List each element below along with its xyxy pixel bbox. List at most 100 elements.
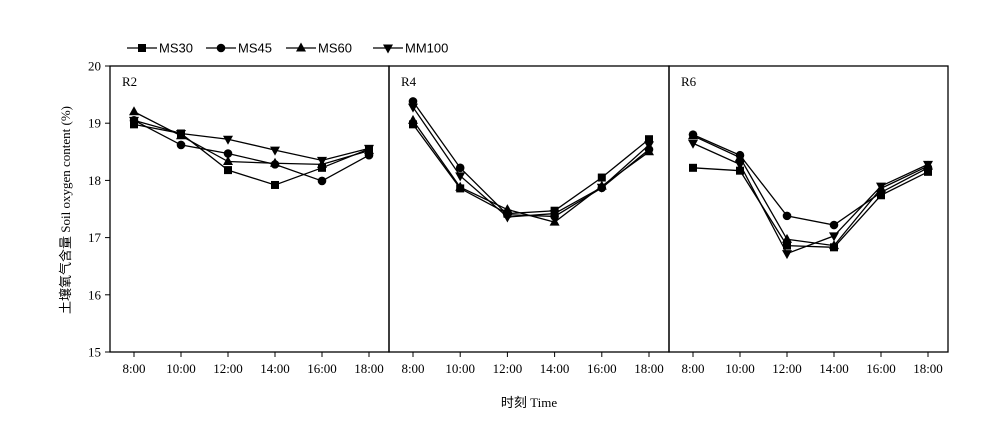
series-ms30 <box>409 120 653 218</box>
data-point <box>782 250 792 260</box>
series-line <box>412 119 650 223</box>
x-tick-label: 12:00 <box>493 361 523 376</box>
panel-label: R6 <box>681 74 697 89</box>
panel-r4: R4 8:00 10:00 12:00 14:00 16:00 18:00 <box>388 65 670 376</box>
series-line <box>692 142 929 255</box>
data-point <box>688 130 698 140</box>
series-line <box>692 135 929 247</box>
panel-r2: R2 8:00 10:00 12:00 14:00 16:00 18:00 15 16 17 18 1… <box>88 59 390 376</box>
series-line <box>133 123 370 186</box>
series-mm100 <box>129 116 374 166</box>
data-point <box>549 210 560 220</box>
data-point <box>223 149 233 158</box>
series-mm100 <box>688 139 933 260</box>
legend-marker <box>296 42 306 52</box>
data-point <box>597 173 606 182</box>
data-point <box>735 160 745 170</box>
panel-frame <box>109 65 390 353</box>
data-point <box>829 220 839 230</box>
data-point <box>688 139 698 149</box>
legend-label: MS60 <box>318 41 352 56</box>
data-point <box>317 156 327 166</box>
legend-item-ms30: MS30 <box>127 41 193 56</box>
data-point <box>923 160 933 170</box>
series-line <box>692 167 929 248</box>
data-point <box>409 120 417 129</box>
data-point <box>689 163 697 172</box>
x-axis-title: 时刻 Time <box>501 395 557 410</box>
series-line <box>692 134 929 226</box>
x-tick-label: 16:00 <box>587 361 617 376</box>
data-point <box>644 141 654 151</box>
series-line <box>133 119 370 162</box>
legend-label: MM100 <box>405 41 448 56</box>
data-point <box>223 135 233 145</box>
x-tick-label: 8:00 <box>401 361 424 376</box>
data-point <box>129 106 139 116</box>
data-point <box>408 114 418 124</box>
data-point <box>644 146 654 156</box>
panel-frame <box>388 65 670 353</box>
x-tick-label: 16:00 <box>866 361 896 376</box>
y-tick-label: 19 <box>88 116 101 131</box>
data-point <box>502 204 513 214</box>
data-point <box>176 129 186 139</box>
data-point <box>176 140 186 150</box>
series-ms60 <box>408 114 654 226</box>
series-ms45 <box>408 97 654 221</box>
data-point <box>782 233 792 243</box>
data-point <box>596 183 607 193</box>
series-ms30 <box>689 163 932 252</box>
legend-item-ms60: MS60 <box>286 41 352 56</box>
data-point <box>829 232 839 242</box>
data-point <box>408 103 418 113</box>
panel-label: R4 <box>401 74 417 89</box>
x-tick-label: 14:00 <box>819 361 849 376</box>
x-tick-label: 10:00 <box>725 361 755 376</box>
data-point <box>224 166 232 175</box>
legend-marker <box>383 44 393 54</box>
legend-label: MS30 <box>159 41 193 56</box>
data-point <box>876 182 886 192</box>
y-tick-label: 20 <box>88 59 101 74</box>
data-point <box>455 172 466 182</box>
x-tick-label: 18:00 <box>913 361 943 376</box>
data-point <box>735 152 745 162</box>
x-tick-label: 14:00 <box>540 361 570 376</box>
series-mm100 <box>408 103 654 223</box>
x-tick-label: 10:00 <box>166 361 196 376</box>
data-point <box>783 241 791 250</box>
data-point <box>549 216 560 226</box>
data-point <box>645 135 653 144</box>
legend-marker <box>138 44 146 52</box>
data-point <box>129 116 139 126</box>
x-tick-label: 14:00 <box>260 361 290 376</box>
panel-r6: R6 8:00 10:00 12:00 14:00 16:00 18:00 <box>668 65 949 376</box>
chart-panels: R2 8:00 10:00 12:00 14:00 16:00 18:00 15 16 17 18 1… <box>88 59 949 376</box>
x-tick-label: 8:00 <box>122 361 145 376</box>
legend-item-mm100: MM100 <box>373 41 448 56</box>
data-point <box>829 240 839 250</box>
legend: MS30 MS45 MS60 MM100 <box>127 41 448 56</box>
y-axis-title: 土壤氧气含量 Soil oxygen content (%) <box>58 106 73 314</box>
series-line <box>412 106 650 218</box>
data-point <box>271 180 279 189</box>
series-line <box>133 119 370 182</box>
data-point <box>408 97 418 106</box>
data-point <box>317 176 327 186</box>
panel-label: R2 <box>122 74 137 89</box>
data-point <box>502 213 513 223</box>
data-point <box>270 146 280 156</box>
series-line <box>412 123 650 215</box>
data-point <box>455 181 466 191</box>
series-ms45 <box>129 116 374 186</box>
y-tick-label: 15 <box>88 345 101 360</box>
data-point <box>782 211 792 221</box>
x-tick-label: 12:00 <box>772 361 802 376</box>
legend-label: MS45 <box>238 41 272 56</box>
data-point <box>736 166 744 175</box>
x-tick-label: 16:00 <box>307 361 337 376</box>
x-tick-label: 18:00 <box>354 361 384 376</box>
legend-marker <box>216 43 226 53</box>
